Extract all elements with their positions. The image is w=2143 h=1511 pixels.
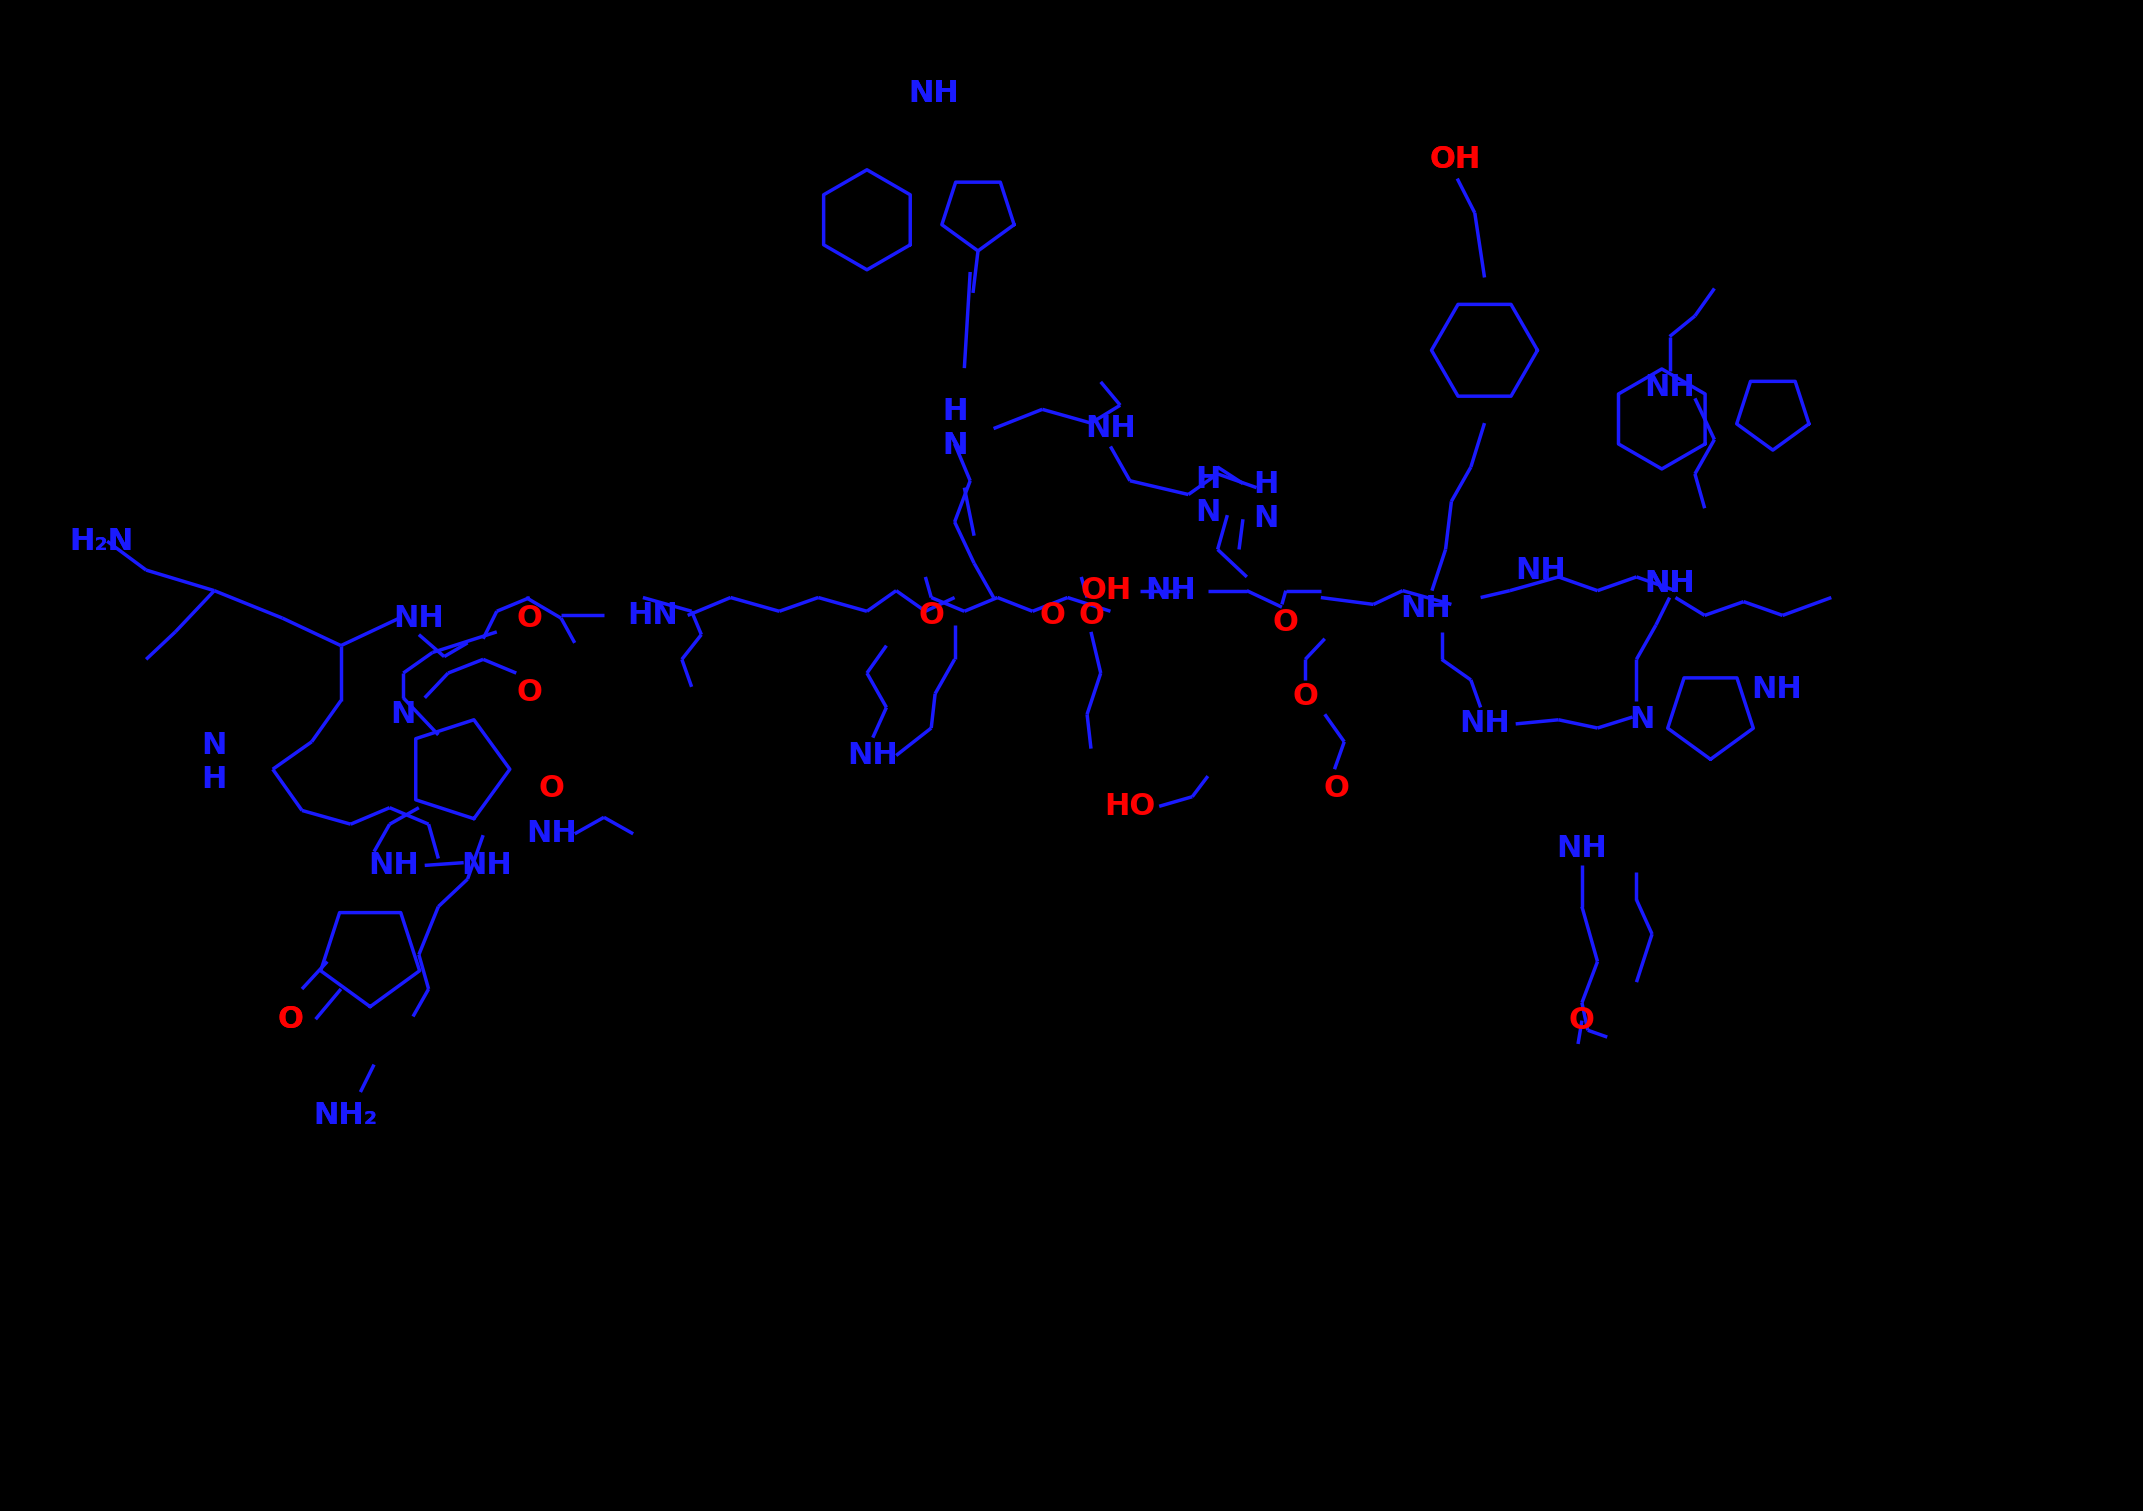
Text: O: O: [538, 774, 564, 802]
Text: OH: OH: [1429, 145, 1481, 174]
Text: H
N: H N: [943, 397, 966, 459]
Text: NH: NH: [1084, 414, 1136, 443]
Text: NH: NH: [1644, 570, 1695, 598]
Text: N
H: N H: [201, 731, 227, 793]
Text: O: O: [919, 601, 945, 630]
Text: O: O: [1273, 607, 1299, 636]
Text: H
N: H N: [943, 397, 966, 459]
Text: NH: NH: [525, 819, 576, 848]
Text: NH: NH: [846, 740, 898, 771]
Text: NH: NH: [1556, 834, 1607, 863]
Text: H
N: H N: [1254, 470, 1279, 533]
Text: OH: OH: [1429, 145, 1481, 174]
Text: NH: NH: [1402, 594, 1451, 623]
Text: NH: NH: [1644, 570, 1695, 598]
Text: O: O: [1039, 601, 1065, 630]
Text: O: O: [516, 603, 542, 633]
Text: NH: NH: [909, 79, 958, 107]
Text: O: O: [276, 1005, 302, 1034]
Text: NH: NH: [1459, 709, 1511, 739]
Text: O: O: [1292, 681, 1318, 712]
Text: OH: OH: [1080, 576, 1132, 606]
Text: NH: NH: [1515, 556, 1567, 585]
Text: NH: NH: [461, 851, 512, 879]
Text: NH: NH: [394, 603, 444, 633]
Text: N: N: [1629, 706, 1654, 734]
Text: H₂N: H₂N: [69, 527, 133, 556]
Text: NH₂: NH₂: [313, 1102, 377, 1130]
Text: O: O: [516, 678, 542, 707]
Text: O: O: [1324, 774, 1350, 802]
Text: O: O: [276, 1005, 302, 1034]
Text: NH: NH: [1751, 675, 1802, 704]
Text: NH: NH: [1147, 576, 1196, 606]
Text: NH: NH: [1644, 373, 1695, 402]
Text: NH: NH: [369, 851, 418, 879]
Text: H
N: H N: [1196, 464, 1222, 527]
Text: O: O: [1569, 1006, 1594, 1035]
Text: N: N: [390, 700, 416, 728]
Text: HN: HN: [628, 601, 677, 630]
Text: H₂N: H₂N: [69, 527, 133, 556]
Text: HO: HO: [1104, 792, 1155, 820]
Text: NH: NH: [909, 79, 958, 107]
Text: NH₂: NH₂: [313, 1102, 377, 1130]
Text: O: O: [1078, 601, 1104, 630]
